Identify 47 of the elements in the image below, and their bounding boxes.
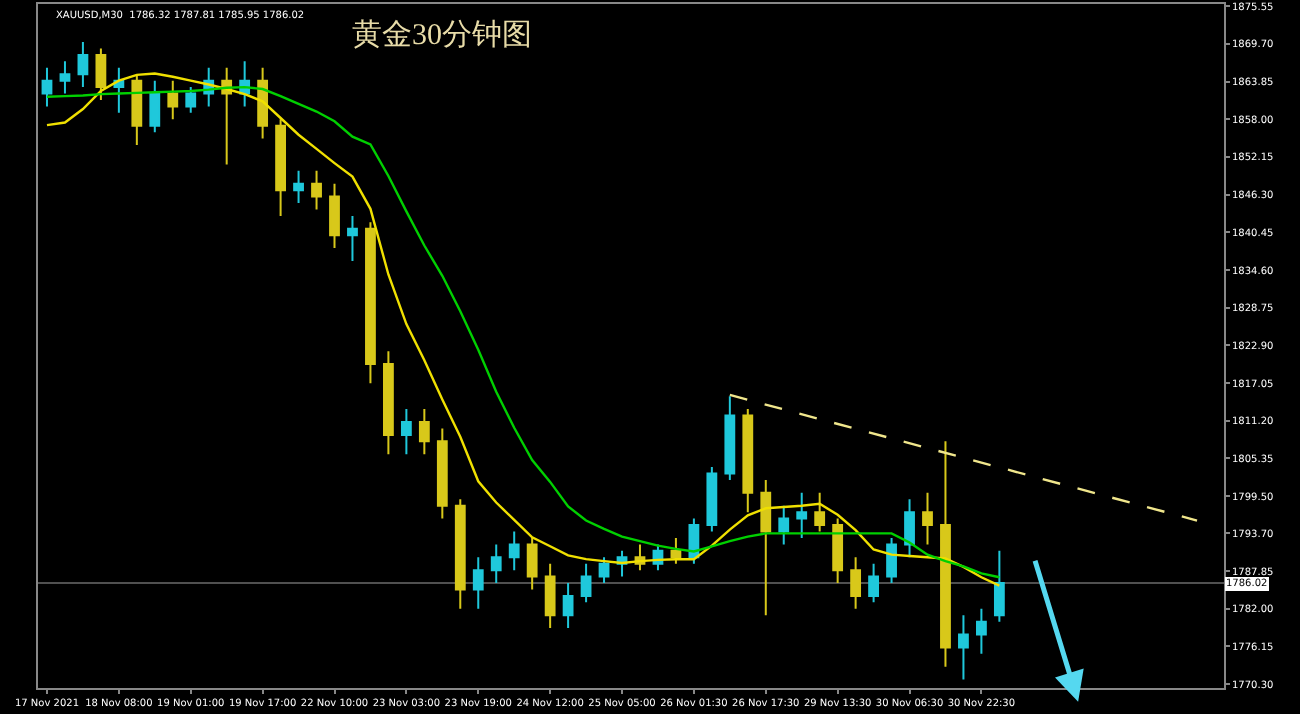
candlestick [598,556,610,585]
candlestick [526,536,538,591]
candlestick [365,221,376,385]
candlestick [293,169,304,205]
candlestick [814,491,826,533]
candlestick [508,530,520,572]
candlestick [832,517,844,585]
candlestick [418,408,430,456]
candlestick [742,408,754,514]
candlestick [383,350,394,456]
candlestick [706,466,718,533]
candlestick [454,498,466,610]
candlestick [958,614,969,681]
candlestick [329,182,340,250]
candlestick [778,504,790,546]
candlestick [400,408,412,456]
candlestick [95,47,107,101]
candlestick [796,491,808,539]
candlestick [580,562,592,604]
candlestick [113,66,125,114]
candlestick [347,214,358,262]
candlestick [922,491,933,546]
text: 黄金30分钟图 [352,18,532,52]
candlestick [472,556,484,610]
candlestick [185,86,197,114]
candlestick [886,536,897,585]
candlestick [940,440,951,668]
candlestick [904,498,915,559]
candlestick [275,118,286,217]
candlestick [562,582,574,630]
candlestick [490,543,502,585]
candlestick [976,607,987,655]
candlestick [131,73,143,147]
candlestick [436,427,448,520]
candlestick [41,66,53,108]
candlestick [868,562,879,604]
candlestick [59,60,71,95]
candlestick [311,169,322,211]
candlestick [993,549,1005,623]
candlestick [850,556,862,610]
candlestick [149,79,161,134]
candlestick [724,395,736,481]
candlestick [760,478,772,617]
candlestick [544,562,556,630]
candlestick [77,41,89,89]
candlestick [670,536,682,565]
candlestick [167,79,179,121]
